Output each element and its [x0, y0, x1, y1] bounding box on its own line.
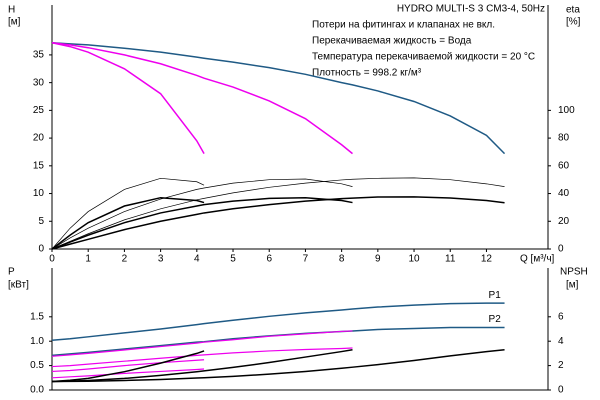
series-label: P2 [489, 314, 502, 325]
series-line [51, 196, 353, 250]
series-line [51, 350, 205, 383]
series-line [51, 347, 353, 368]
y2-tick-label: 0 [558, 385, 564, 396]
series-line [51, 177, 505, 250]
y-tick-label: 25 [33, 105, 45, 116]
y2-tick-label: 4 [558, 336, 564, 347]
y2-axis-label: eta [566, 5, 580, 16]
x-tick-label: 3 [158, 254, 164, 265]
y-axis-unit: [м] [8, 17, 21, 28]
y2-axis-label: NPSH [560, 267, 588, 278]
series-line [51, 178, 353, 250]
x-tick-label: 5 [230, 254, 236, 265]
y-tick-label: 15 [33, 160, 45, 171]
note: Перекачиваемая жидкость = Вода [312, 36, 472, 47]
series-line [51, 196, 205, 250]
x-tick-label: 8 [339, 254, 345, 265]
series-line [51, 41, 506, 155]
series-label: P1 [489, 290, 502, 301]
series-line [51, 41, 205, 154]
x-tick-label: 0 [49, 254, 55, 265]
y2-tick-label: 0 [558, 244, 564, 255]
series-line [51, 177, 205, 250]
note: Температура перекачиваемой жидкости = 20… [312, 52, 535, 63]
series-line [51, 348, 505, 383]
y-axis-label: P [8, 267, 15, 278]
series-line [51, 349, 353, 383]
y-tick-label: 35 [33, 50, 45, 61]
x-tick-label: 7 [303, 254, 309, 265]
series-line [51, 41, 353, 155]
y-axis-unit: [кВт] [8, 280, 29, 291]
y2-tick-label: 20 [558, 216, 570, 227]
series-line [51, 330, 353, 357]
x-axis-label: Q [м³/ч] [520, 254, 555, 265]
y2-tick-label: 2 [558, 360, 564, 371]
y-tick-label: 30 [33, 77, 45, 88]
y2-tick-label: 60 [558, 160, 570, 171]
y2-tick-label: 100 [558, 105, 575, 116]
y-tick-label: 0 [38, 244, 44, 255]
series-line [51, 302, 505, 341]
x-tick-label: 9 [375, 254, 381, 265]
y2-axis-unit: [%] [566, 17, 581, 28]
series-line [51, 196, 505, 250]
y-tick-label: 0.0 [30, 385, 44, 396]
y-tick-label: 10 [33, 188, 45, 199]
note: Плотность = 998.2 кг/м³ [312, 68, 422, 79]
x-tick-label: 12 [481, 254, 493, 265]
y2-axis-unit: [м] [566, 280, 579, 291]
y-tick-label: 0.5 [30, 360, 44, 371]
x-tick-label: 1 [85, 254, 91, 265]
y2-tick-label: 80 [558, 133, 570, 144]
series-line [51, 359, 205, 373]
note: Потери на фитингах и клапанах не вкл. [312, 19, 495, 31]
y-tick-label: 1.5 [30, 311, 44, 322]
x-tick-label: 10 [408, 254, 420, 265]
series-line [51, 368, 205, 379]
y-tick-label: 20 [33, 133, 45, 144]
x-tick-label: 6 [266, 254, 272, 265]
y2-tick-label: 40 [558, 188, 570, 199]
chart-title: HYDRO MULTI-S 3 CM3-4, 50Hz [397, 4, 545, 15]
x-tick-label: 11 [445, 254, 456, 265]
y-axis-label: H [8, 5, 15, 16]
x-tick-label: 2 [122, 254, 128, 265]
y-tick-label: 1.0 [30, 336, 44, 347]
x-tick-label: 4 [194, 254, 200, 265]
y2-tick-label: 6 [558, 311, 564, 322]
y-tick-label: 5 [38, 216, 44, 227]
